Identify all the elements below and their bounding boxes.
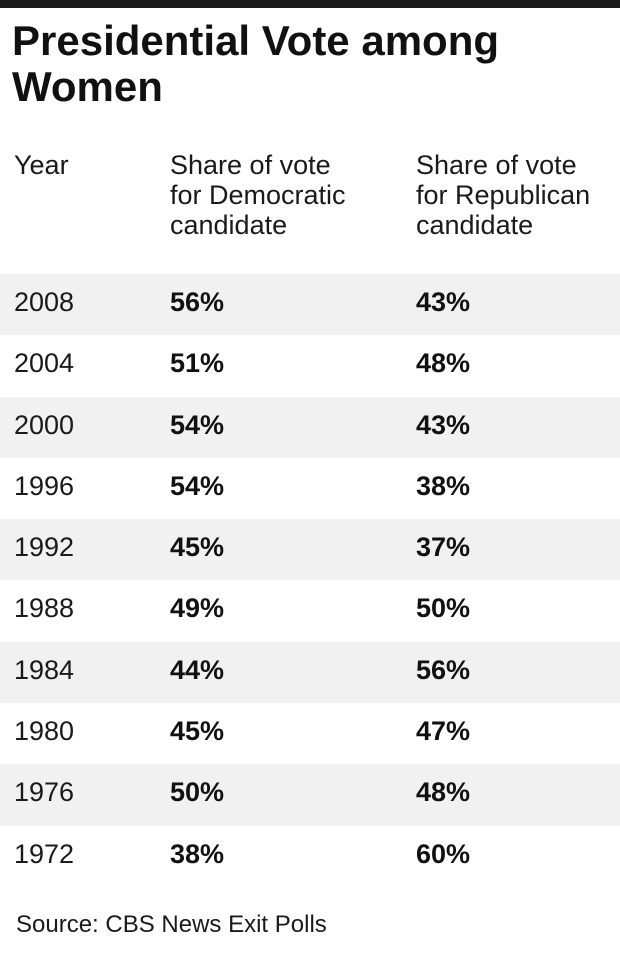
header-year: Year <box>14 150 69 180</box>
chart-title: Presidential Vote among Women <box>12 17 499 110</box>
republican-share-cell: 48% <box>416 348 471 379</box>
source-note: Source: CBS News Exit Polls <box>16 911 327 938</box>
table-row: 2000 54% 43% <box>0 396 620 458</box>
header-democratic-line: for Democratic <box>170 180 346 210</box>
header-democratic-line: Share of vote <box>170 150 331 180</box>
democratic-share-cell: 56% <box>170 287 225 317</box>
header-republican-line: candidate <box>416 210 534 240</box>
table-row: 2004 51% 48% <box>0 335 620 396</box>
democratic-share-cell: 51% <box>170 348 225 379</box>
table-header: Year Share of vote for Democratic candid… <box>0 150 620 260</box>
democratic-share-cell: 54% <box>170 409 225 440</box>
democratic-share-cell: 54% <box>170 470 225 501</box>
republican-share-cell: 43% <box>416 287 471 317</box>
table-row: 2008 56% 43% <box>0 274 620 336</box>
republican-share-cell: 38% <box>416 470 471 501</box>
democratic-share-cell: 38% <box>170 838 225 869</box>
year-cell: 1988 <box>14 593 75 624</box>
top-rule <box>0 0 620 8</box>
table-row: 1976 50% 48% <box>0 764 620 826</box>
header-republican-line: for Republican <box>416 180 591 210</box>
republican-share-cell: 43% <box>416 409 471 440</box>
democratic-share-cell: 44% <box>170 654 225 685</box>
table-row: 1996 54% 38% <box>0 458 620 519</box>
year-cell: 1976 <box>14 777 75 808</box>
year-cell: 2000 <box>14 409 75 440</box>
republican-share-cell: 60% <box>416 838 471 869</box>
table-row: 1992 45% 37% <box>0 519 620 581</box>
republican-share-cell: 50% <box>416 593 471 624</box>
democratic-share-cell: 49% <box>170 593 225 624</box>
header-democratic-line: candidate <box>170 210 288 240</box>
table-row: 1984 44% 56% <box>0 641 620 704</box>
year-cell: 1984 <box>14 654 75 685</box>
democratic-share-cell: 45% <box>170 532 225 563</box>
header-republican-line: Share of vote <box>416 150 577 180</box>
republican-share-cell: 56% <box>416 654 471 685</box>
year-cell: 1992 <box>14 532 75 563</box>
header-republican: Share of vote for Republican candidate <box>416 150 620 240</box>
year-cell: 1972 <box>14 838 75 869</box>
table-row: 1972 38% 60% <box>0 826 620 887</box>
table-row: 1980 45% 47% <box>0 703 620 764</box>
democratic-share-cell: 50% <box>170 777 225 808</box>
republican-share-cell: 47% <box>416 716 471 747</box>
year-cell: 1980 <box>14 716 75 747</box>
republican-share-cell: 37% <box>416 532 471 563</box>
table-row: 1988 49% 50% <box>0 580 620 641</box>
year-cell: 1996 <box>14 470 75 501</box>
year-cell: 2008 <box>14 287 75 317</box>
republican-share-cell: 48% <box>416 777 471 808</box>
table-body: 2008 56% 43% 2004 51% 48% 2000 54% 43% 1… <box>0 274 620 887</box>
year-cell: 2004 <box>14 348 75 379</box>
header-democratic: Share of vote for Democratic candidate <box>170 150 400 240</box>
democratic-share-cell: 45% <box>170 716 225 747</box>
